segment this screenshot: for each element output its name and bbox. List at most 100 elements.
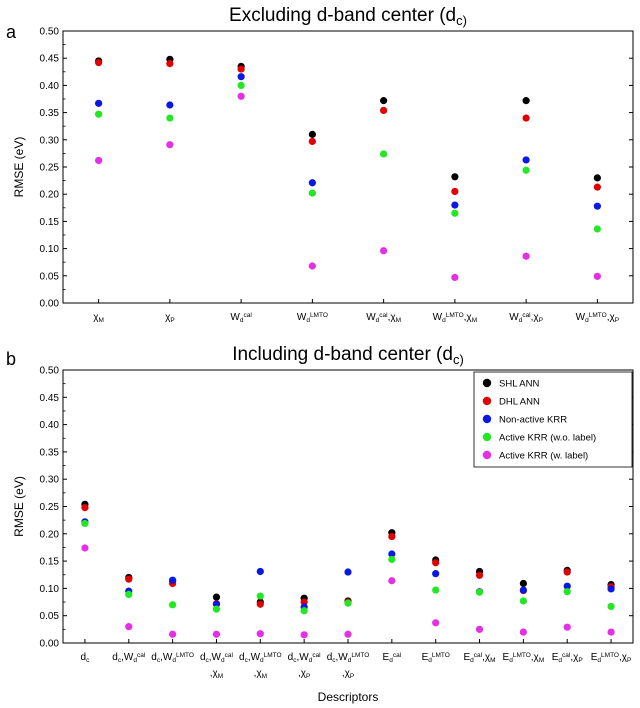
data-point-active-krr-w-label xyxy=(256,630,264,638)
data-point-non-active-krr xyxy=(519,586,527,594)
data-point-active-krr-w-o-label xyxy=(475,588,484,596)
data-point-active-krr-w-label xyxy=(237,92,245,100)
data-point-active-krr-w-o-label xyxy=(166,114,174,122)
data-point-active-krr-w-o-label xyxy=(563,588,571,596)
y-tick-label: 0.20 xyxy=(40,190,60,201)
plot-frame xyxy=(62,30,634,304)
data-point-non-active-krr xyxy=(169,576,177,584)
y-tick-label: 0.35 xyxy=(40,447,60,458)
y-tick-label: 0.00 xyxy=(40,639,60,650)
x-tick-label: WdLMTO,χM xyxy=(433,312,477,324)
chart-title: Including d-band center (dc) xyxy=(232,344,464,367)
x-tick-label: EdLMTO,χM xyxy=(503,652,545,664)
data-point-shl-ann xyxy=(308,130,316,138)
x-tick-label: ,χP xyxy=(298,668,310,680)
data-point-active-krr-w-o-label xyxy=(95,110,103,118)
data-point-non-active-krr xyxy=(607,585,615,593)
data-point-non-active-krr xyxy=(388,550,396,558)
x-tick-label: ,χM xyxy=(254,668,267,680)
data-point-dhl-ann xyxy=(256,600,264,608)
chart-b: Including d-band center (dc) 0.00 0.05 0.10… xyxy=(12,344,634,704)
legend-label: Active KRR (w. label) xyxy=(499,451,588,462)
data-point-active-krr-w-label xyxy=(81,544,89,552)
data-point-active-krr-w-o-label xyxy=(300,607,308,615)
y-tick-label: 0.25 xyxy=(40,163,60,174)
data-point-active-krr-w-o-label xyxy=(388,555,396,564)
panel-label-b: b xyxy=(6,349,16,369)
data-point-non-active-krr xyxy=(308,179,316,187)
x-tick-label: WdLMTO,χP xyxy=(576,312,619,324)
data-point-dhl-ann xyxy=(125,575,133,583)
y-tick-label: 0.50 xyxy=(40,27,60,38)
x-tick-label: dc,WdLMTO xyxy=(239,652,282,664)
data-point-active-krr-w-label xyxy=(344,630,352,638)
data-point-active-krr-w-label xyxy=(300,631,308,639)
x-tick-label: dc,WdLMTO xyxy=(327,652,370,664)
x-tick-label: dc,Wdcal xyxy=(200,652,234,664)
legend-label: Non-active KRR xyxy=(499,415,567,426)
data-point-dhl-ann xyxy=(593,183,601,191)
data-point-active-krr-w-o-label xyxy=(451,209,459,217)
data-point-non-active-krr xyxy=(95,99,103,107)
y-tick-label: 0.10 xyxy=(40,584,60,595)
x-tick-label: dc,WdLMTO xyxy=(151,652,194,664)
data-point-dhl-ann xyxy=(451,187,459,196)
legend-label: Active KRR (w.o. label) xyxy=(499,433,596,444)
data-point-dhl-ann xyxy=(237,65,245,73)
y-tick-label: 0.05 xyxy=(40,271,60,282)
y-tick-label: 0.25 xyxy=(40,502,60,513)
y-axis-label: RMSE (eV) xyxy=(12,476,26,537)
x-tick-label: dc,Wdcal xyxy=(288,652,322,664)
data-point-active-krr-w-label xyxy=(563,623,571,631)
data-point-non-active-krr xyxy=(166,101,174,109)
data-point-active-krr-w-label xyxy=(451,273,459,282)
data-point-active-krr-w-o-label xyxy=(344,599,352,607)
x-tick-label: χM xyxy=(93,312,104,324)
x-tick-label: Edcal,χP xyxy=(552,652,583,664)
x-tick-label: ,χP xyxy=(342,668,354,680)
x-tick-label: EdLMTO,χP xyxy=(591,652,632,664)
y-tick-label: 0.15 xyxy=(40,557,60,568)
x-tick-label: Wdcal,χP xyxy=(509,312,543,324)
data-point-non-active-krr xyxy=(522,156,530,164)
data-point-active-krr-w-o-label xyxy=(607,602,615,611)
x-tick-label: WdLMTO xyxy=(297,312,328,324)
x-axis-label: Descriptors xyxy=(318,690,379,704)
data-point-active-krr-w-label xyxy=(169,630,177,638)
data-point-non-active-krr xyxy=(451,201,459,209)
y-axis-label: RMSE (eV) xyxy=(12,137,26,198)
data-point-shl-ann xyxy=(212,593,221,601)
y-tick-label: 0.20 xyxy=(40,529,60,540)
x-tick-label: χP xyxy=(165,312,175,324)
data-point-non-active-krr xyxy=(563,582,571,590)
data-point-active-krr-w-o-label xyxy=(81,519,89,528)
data-point-active-krr-w-o-label xyxy=(308,189,316,197)
y-tick-label: 0.15 xyxy=(40,217,60,228)
y-tick-label: 0.00 xyxy=(40,299,60,310)
legend-marker xyxy=(482,432,492,442)
data-point-active-krr-w-o-label xyxy=(522,166,530,174)
data-point-active-krr-w-o-label xyxy=(593,225,601,233)
data-point-shl-ann xyxy=(519,579,527,588)
y-tick-label: 0.05 xyxy=(40,611,60,622)
data-point-active-krr-w-label xyxy=(607,628,615,636)
panel-label-a: a xyxy=(6,22,17,42)
data-point-non-active-krr xyxy=(237,73,245,81)
data-point-dhl-ann xyxy=(95,58,103,67)
data-point-active-krr-w-label xyxy=(522,252,530,260)
x-tick-label: Edcal xyxy=(383,652,402,664)
data-point-dhl-ann xyxy=(522,114,530,122)
data-point-shl-ann xyxy=(451,173,459,181)
data-point-active-krr-w-label xyxy=(432,619,440,627)
data-point-dhl-ann xyxy=(475,571,484,579)
y-tick-label: 0.10 xyxy=(40,244,60,255)
legend-label: SHL ANN xyxy=(499,379,539,390)
data-point-dhl-ann xyxy=(563,568,571,576)
x-tick-label: EdLMTO xyxy=(422,652,450,664)
data-point-active-krr-w-o-label xyxy=(212,605,221,613)
data-point-shl-ann xyxy=(593,174,601,182)
data-point-active-krr-w-label xyxy=(166,141,174,149)
chart-title: Excluding d-band center (dc) xyxy=(229,5,467,28)
data-point-active-krr-w-label xyxy=(95,156,103,165)
